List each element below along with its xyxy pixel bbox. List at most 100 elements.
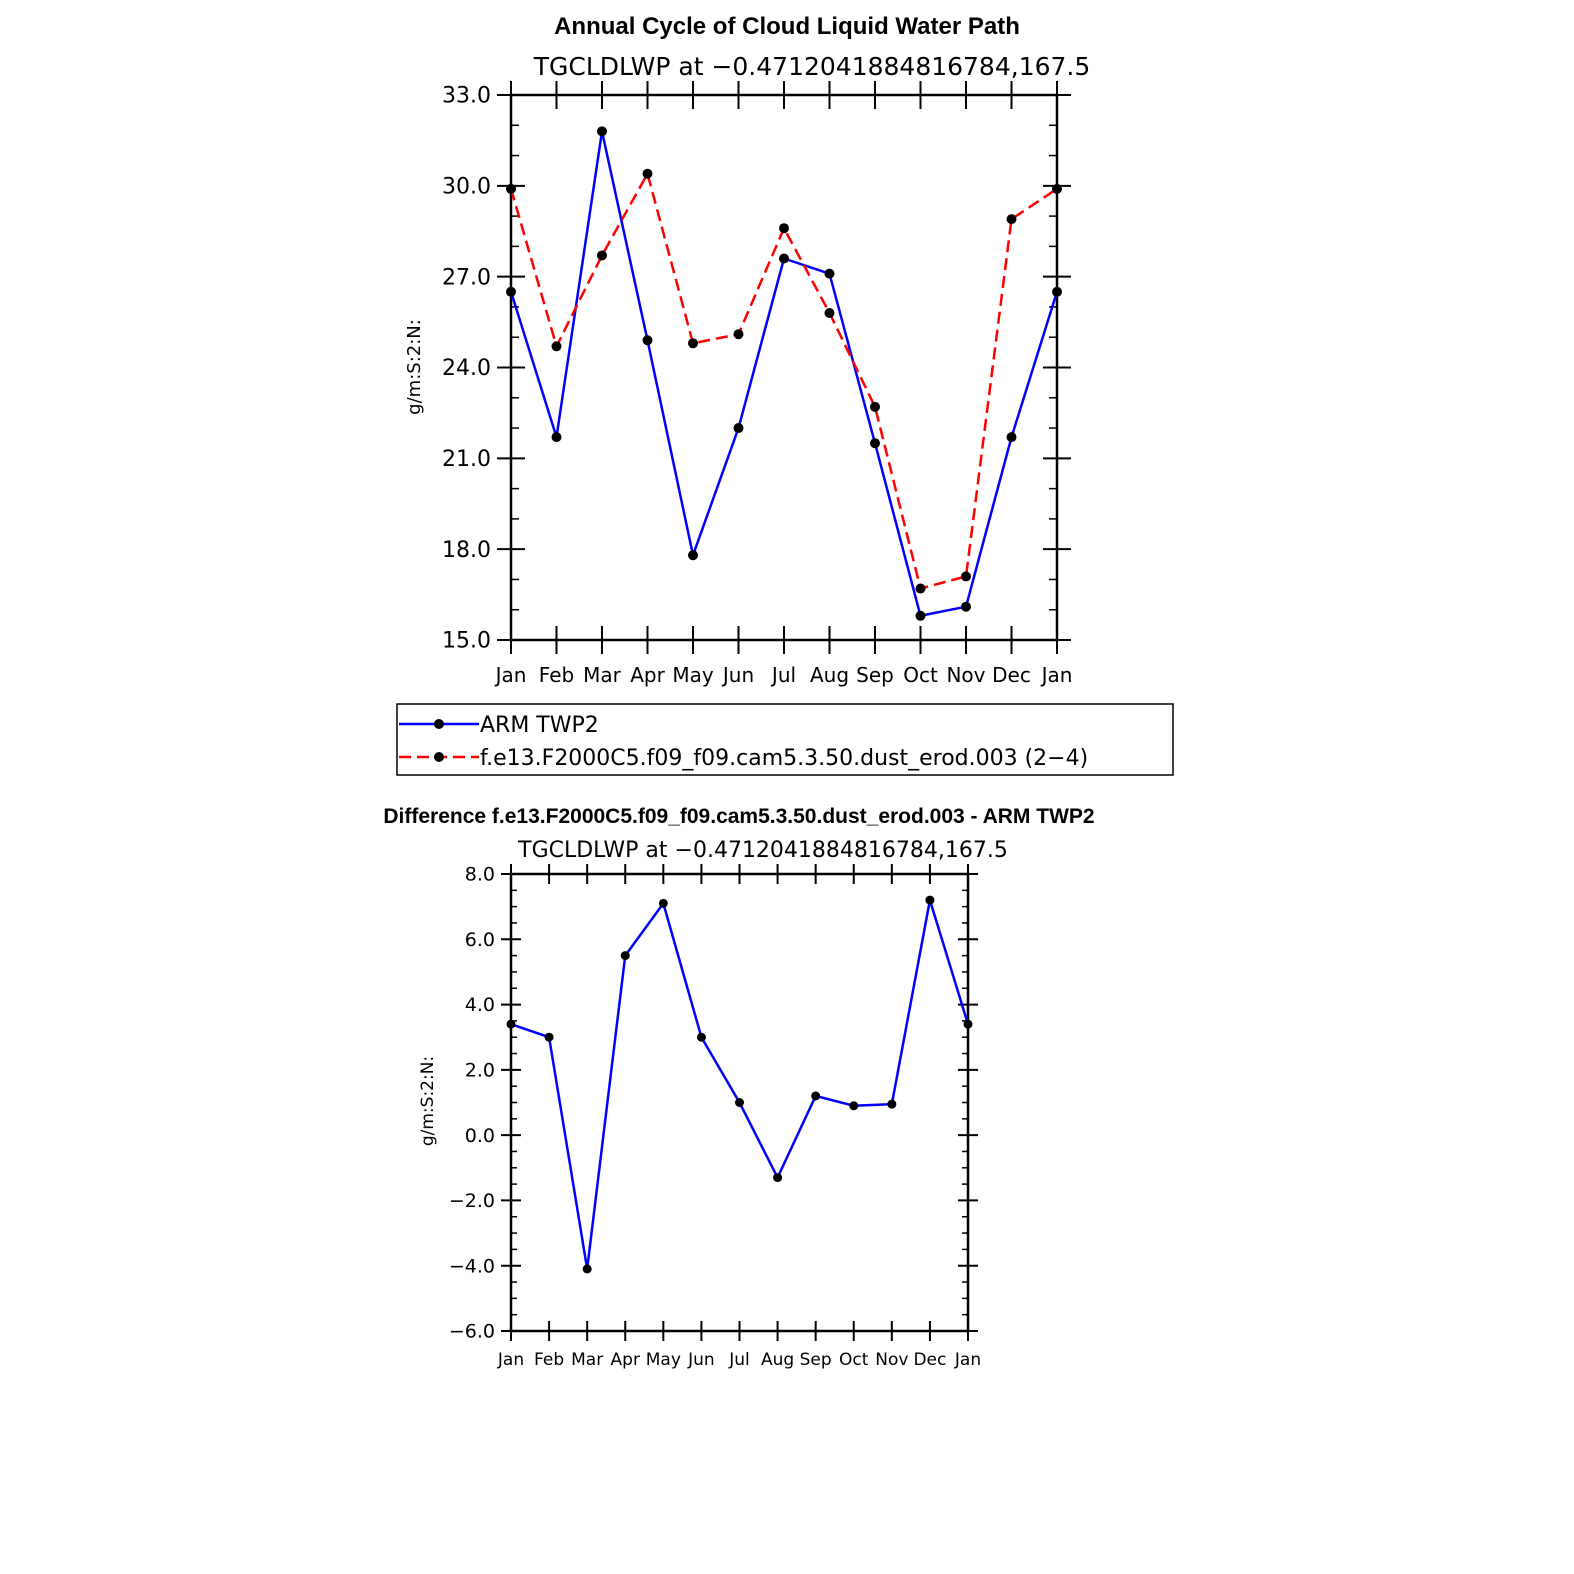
legend-box: [396, 703, 1174, 776]
series-0-point: [963, 1019, 973, 1029]
series-0-point: [582, 1264, 592, 1274]
series-0-point: [961, 601, 971, 612]
series-0-point: [1006, 432, 1017, 443]
x-tick-label: Jan: [494, 663, 527, 687]
series-line-1: [509, 172, 1058, 590]
x-tick-label: Sep: [800, 1350, 832, 1370]
legend-label-arm: ARM TWP2: [480, 713, 599, 738]
series-1-point: [1052, 183, 1062, 194]
series-0-point: [642, 335, 653, 346]
series-0-point: [773, 1173, 783, 1183]
x-tick-label: Dec: [992, 663, 1031, 687]
y-tick-label: 24.0: [442, 356, 491, 381]
series-1-point: [642, 168, 653, 179]
series-0-point: [696, 1032, 706, 1042]
series-0-point: [551, 432, 562, 443]
series-1-point: [870, 401, 880, 412]
series-0-point: [597, 126, 607, 137]
series-0-point: [735, 1098, 744, 1107]
x-tick-label: May: [646, 1350, 681, 1370]
series-0-point: [824, 268, 835, 279]
y-tick-label: −6.0: [449, 1321, 495, 1343]
series-line-0: [510, 898, 970, 1271]
x-tick-label: Jun: [687, 1350, 715, 1370]
x-tick-label: Nov: [946, 663, 985, 687]
series-0-point: [733, 423, 744, 434]
series-1-point: [506, 183, 516, 194]
series-1-point: [824, 308, 835, 318]
series-1-point: [1006, 214, 1017, 225]
difference-y-axis-label: g/m:S:2:N:: [418, 1056, 438, 1146]
x-tick-label: Mar: [583, 663, 622, 687]
series-0-point: [779, 253, 789, 264]
x-tick-label: Jan: [497, 1350, 524, 1370]
x-tick-label: Oct: [903, 663, 938, 687]
y-tick-label: 27.0: [442, 265, 491, 290]
difference-plot-area: −6.0 −4.0 −2.0 0.0 2.0 4.0 6.0 8.0 Jan Feb Mar Apr M…: [449, 864, 981, 1370]
series-1-point: [915, 583, 926, 594]
x-tick-label: Apr: [611, 1350, 640, 1370]
series-0-point: [506, 1019, 516, 1029]
series-1-point: [551, 341, 562, 352]
y-tick-label: 6.0: [465, 929, 495, 951]
legend-marker-arm: [434, 719, 444, 729]
series-1-point: [688, 338, 698, 349]
y-tick-label: 15.0: [442, 629, 491, 654]
chart-title: Annual Cycle of Cloud Liquid Water Path: [554, 13, 1020, 40]
x-tick-label: Oct: [839, 1350, 869, 1370]
x-tick-label: Nov: [875, 1350, 908, 1370]
x-tick-label: Dec: [913, 1350, 946, 1370]
plot-area: 15.0 18.0 21.0 24.0 27.0 30.0 33.0 Jan Feb Mar Apr…: [442, 81, 1072, 687]
series-0-point: [887, 1099, 897, 1109]
y-tick-label: 30.0: [442, 175, 491, 200]
x-tick-label: May: [672, 663, 714, 687]
y-axis-label: g/m:S:2:N:: [404, 319, 425, 415]
y-tick-label: 0.0: [465, 1125, 495, 1147]
series-0-point: [658, 898, 668, 908]
y-tick-label: 33.0: [442, 84, 491, 109]
series-0-point: [620, 951, 630, 961]
annual-cycle-chart: Annual Cycle of Cloud Liquid Water Path …: [396, 13, 1174, 776]
series-0-point: [506, 286, 516, 297]
series-0-point: [849, 1101, 859, 1111]
series-0-point: [915, 610, 926, 621]
series-0-point: [870, 438, 880, 449]
x-tick-label: Feb: [539, 663, 574, 687]
x-tick-label: Jan: [1040, 663, 1073, 687]
series-line-0: [509, 130, 1059, 618]
series-0-point: [688, 550, 698, 561]
difference-subtitle: TGCLDLWP at −0.4712041884816784,167.5: [517, 838, 1008, 863]
x-tick-label: Feb: [534, 1350, 564, 1370]
series-1-point: [779, 223, 789, 234]
series-0-point: [1052, 286, 1062, 297]
legend: ARM TWP2 f.e13.F2000C5.f09_f09.cam5.3.50…: [396, 703, 1174, 776]
series-1-point: [597, 250, 607, 261]
x-tick-label: Aug: [810, 663, 849, 687]
x-tick-label: Aug: [761, 1350, 794, 1370]
difference-title: Difference f.e13.F2000C5.f09_f09.cam5.3.…: [383, 805, 1094, 828]
x-tick-label: Jul: [728, 1350, 750, 1370]
x-tick-label: Sep: [856, 663, 894, 687]
legend-marker-model: [434, 752, 444, 762]
series-0-point: [925, 895, 935, 905]
y-tick-label: 2.0: [465, 1060, 495, 1082]
y-tick-label: −4.0: [449, 1255, 495, 1277]
y-tick-label: 18.0: [442, 538, 491, 563]
chart-subtitle: TGCLDLWP at −0.4712041884816784,167.5: [533, 52, 1091, 81]
legend-label-model: f.e13.F2000C5.f09_f09.cam5.3.50.dust_ero…: [480, 746, 1088, 771]
x-tick-label: Jan: [954, 1350, 981, 1370]
plot-frame: [509, 93, 1059, 642]
x-tick-label: Mar: [571, 1350, 603, 1370]
y-tick-label: −2.0: [449, 1190, 495, 1212]
series-1-point: [961, 571, 971, 582]
series-1-point: [733, 329, 744, 340]
x-tick-label: Apr: [630, 663, 665, 687]
y-tick-label: 21.0: [442, 447, 491, 472]
x-tick-label: Jun: [721, 663, 754, 687]
series-0-point: [811, 1091, 821, 1101]
difference-chart: Difference f.e13.F2000C5.f09_f09.cam5.3.…: [383, 805, 1094, 1370]
series-0-point: [544, 1032, 554, 1042]
x-tick-label: Jul: [770, 663, 796, 687]
y-tick-label: 4.0: [465, 994, 495, 1016]
